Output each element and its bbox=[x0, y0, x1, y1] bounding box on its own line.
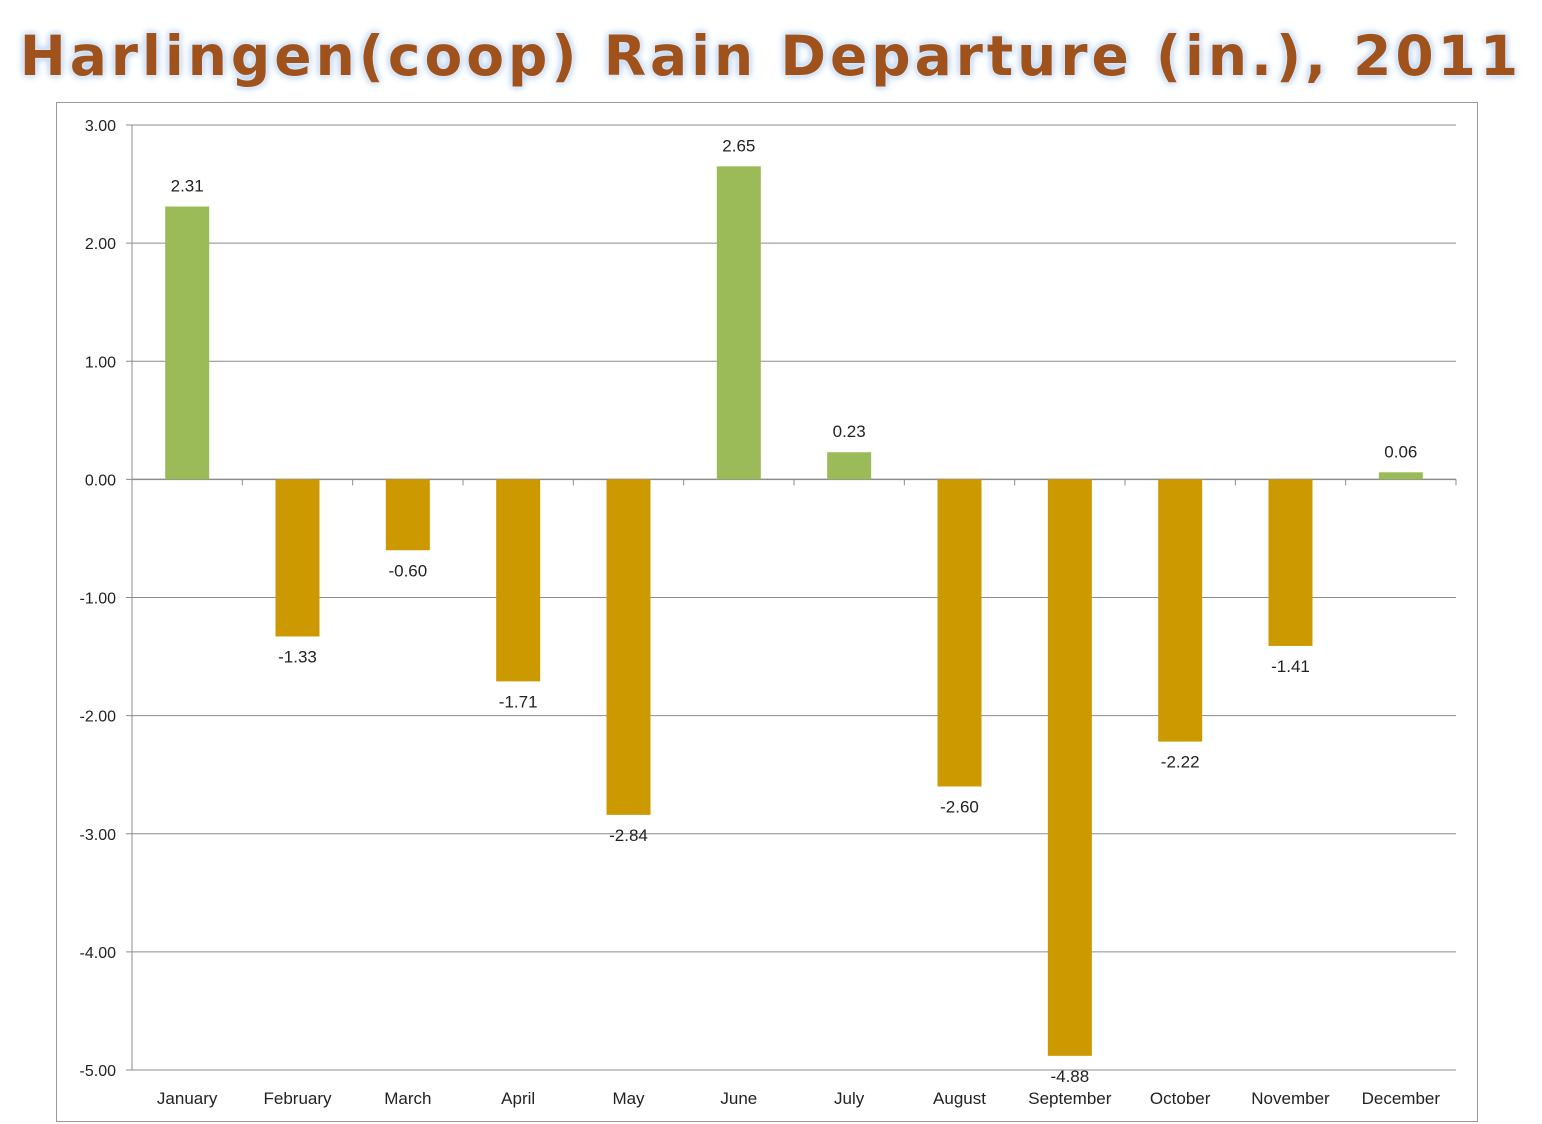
data-label: -0.60 bbox=[388, 561, 427, 580]
data-label: -2.22 bbox=[1161, 753, 1200, 772]
chart-frame bbox=[56, 102, 1478, 1122]
bar bbox=[716, 166, 761, 480]
bar bbox=[827, 452, 872, 480]
data-label: -2.84 bbox=[609, 826, 648, 845]
x-tick-label: February bbox=[263, 1089, 332, 1108]
data-label: 0.06 bbox=[1384, 442, 1417, 461]
y-tick-label: 3.00 bbox=[85, 118, 116, 135]
bar bbox=[385, 479, 430, 551]
y-tick-label: 2.00 bbox=[85, 236, 116, 253]
y-tick-label: -2.00 bbox=[80, 709, 117, 726]
y-tick-label: 0.00 bbox=[85, 472, 116, 489]
x-tick-label: August bbox=[933, 1089, 986, 1108]
data-label: -2.60 bbox=[940, 798, 979, 817]
bar bbox=[496, 479, 541, 682]
data-label: -4.88 bbox=[1050, 1067, 1089, 1086]
data-label: 0.23 bbox=[833, 422, 866, 441]
data-label: -1.41 bbox=[1271, 657, 1310, 676]
data-label: -1.71 bbox=[499, 692, 538, 711]
y-tick-label: 1.00 bbox=[85, 354, 116, 371]
bar bbox=[606, 479, 651, 815]
bar bbox=[1047, 479, 1092, 1056]
bar bbox=[1378, 472, 1423, 480]
x-tick-label: May bbox=[612, 1089, 645, 1108]
data-label: -1.33 bbox=[278, 647, 317, 666]
chart-title: Harlingen(coop) Rain Departure (in.), 20… bbox=[19, 24, 1523, 88]
x-tick-label: November bbox=[1251, 1089, 1330, 1108]
x-tick-label: September bbox=[1028, 1089, 1111, 1108]
y-tick-label: -3.00 bbox=[80, 827, 117, 844]
x-tick-label: October bbox=[1150, 1089, 1211, 1108]
x-tick-label: July bbox=[834, 1089, 865, 1108]
bar bbox=[165, 206, 210, 480]
x-tick-label: March bbox=[384, 1089, 431, 1108]
data-label: 2.31 bbox=[171, 177, 204, 196]
y-tick-label: -5.00 bbox=[80, 1063, 117, 1080]
y-tick-label: -1.00 bbox=[80, 591, 117, 608]
x-tick-label: December bbox=[1362, 1089, 1441, 1108]
data-label: 2.65 bbox=[722, 136, 755, 155]
bar bbox=[937, 479, 982, 787]
x-tick-label: April bbox=[501, 1089, 535, 1108]
x-tick-label: June bbox=[720, 1089, 757, 1108]
bar bbox=[1158, 479, 1203, 742]
y-tick-label: -4.00 bbox=[80, 945, 117, 962]
x-tick-label: January bbox=[157, 1089, 218, 1108]
bar bbox=[1268, 479, 1313, 646]
bar bbox=[275, 479, 320, 637]
